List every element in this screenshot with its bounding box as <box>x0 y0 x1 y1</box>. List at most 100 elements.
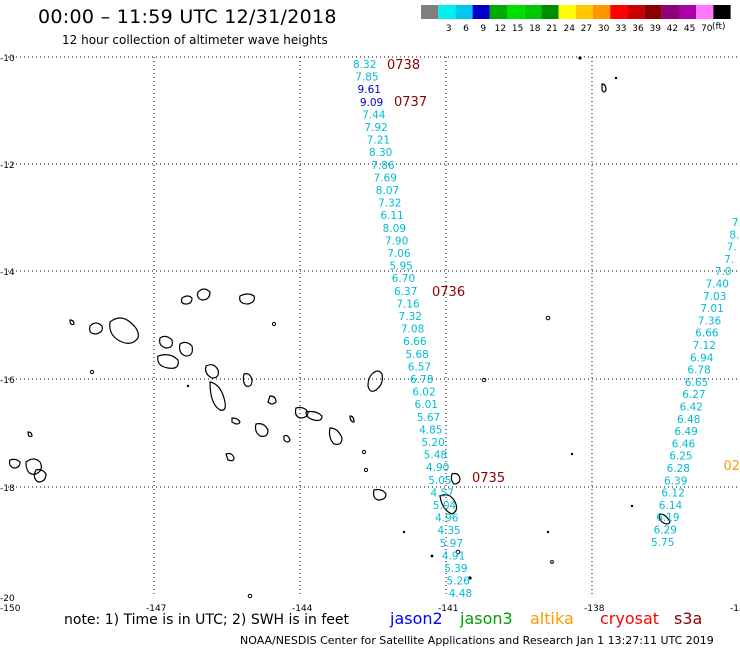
wave-height-value: 6.14 <box>659 500 683 512</box>
wave-height-value: 8.30 <box>369 147 392 159</box>
wave-height-value: 6.25 <box>669 451 692 463</box>
colorbar-swatch <box>472 5 490 19</box>
wave-height-value: 6.39 <box>664 475 687 487</box>
island <box>33 468 47 483</box>
island <box>254 423 269 437</box>
colorbar-swatch <box>627 5 645 19</box>
wave-height-value: 6.78 <box>687 365 710 377</box>
colorbar-tick-label: 24 <box>563 24 575 34</box>
wave-height-value: 6.66 <box>403 336 427 348</box>
wave-height-value: 6.28 <box>667 463 690 475</box>
latitude-label: -20 <box>0 594 15 604</box>
wave-height-value: 4.35 <box>437 525 460 537</box>
colorbar-tick-label: 9 <box>480 24 486 34</box>
wave-height-value: 8.07 <box>376 185 399 197</box>
colorbar-tick-label: 33 <box>615 24 626 34</box>
latitude-label: -12 <box>0 161 15 171</box>
colorbar-swatch <box>610 5 628 19</box>
colorbar-tick-label: 42 <box>667 24 678 34</box>
wave-height-value: 4.96 <box>435 513 459 525</box>
pass-time-labels: 0738 0737 0736 0735 02 <box>387 58 740 486</box>
colorbar-swatch <box>524 5 542 19</box>
island <box>25 458 42 475</box>
island <box>196 288 211 301</box>
islet <box>614 76 618 80</box>
latitude-label: -16 <box>0 376 15 386</box>
wave-height-value: 7. <box>732 217 740 229</box>
island <box>159 335 173 349</box>
island <box>231 417 241 425</box>
colorbar-tick-label: 45 <box>684 24 695 34</box>
wave-height-value: 5.95 <box>389 261 412 273</box>
wave-height-value: 6.66 <box>695 328 719 340</box>
islet <box>546 530 550 534</box>
colorbar-swatch <box>507 5 525 19</box>
islet <box>430 554 434 558</box>
colorbar-swatch <box>489 5 507 19</box>
wave-height-value: 7.40 <box>706 279 729 291</box>
wave-height-value: 5.05 <box>428 475 451 487</box>
longitude-label: -150 <box>0 604 21 614</box>
island <box>658 513 671 525</box>
wave-height-value: 5.67 <box>417 412 440 424</box>
wave-height-value: 4.85 <box>419 424 442 436</box>
wave-height-value: 9.09 <box>360 97 383 109</box>
wave-height-colorbar: 3 6 9 12 15 18 21 24 27 30 33 36 39 42 45 70 <box>421 5 731 34</box>
longitude-label: -147 <box>146 604 166 614</box>
islet <box>468 576 472 580</box>
wave-height-value: 8. <box>729 229 739 241</box>
island <box>367 370 383 392</box>
islet <box>550 560 554 564</box>
wave-height-value: 6.70 <box>392 273 415 285</box>
island <box>209 381 226 411</box>
pass-time-label: 0738 <box>387 58 420 73</box>
colorbar-swatch <box>593 5 611 19</box>
wave-height-value: 7.03 <box>703 291 726 303</box>
island <box>349 415 355 423</box>
wave-height-value: 7.85 <box>355 72 378 84</box>
wave-height-value: 4.57 <box>431 487 454 499</box>
islet <box>247 593 253 599</box>
wave-height-value: 6.27 <box>682 389 705 401</box>
colorbar-tick-label: 12 <box>495 24 506 34</box>
island <box>305 410 323 422</box>
pass-time-label: 0736 <box>432 285 465 300</box>
island <box>89 322 103 335</box>
island <box>372 488 387 501</box>
colorbar-tick-label: 6 <box>463 24 469 34</box>
wave-height-value: 4.90 <box>426 462 449 474</box>
island <box>239 293 255 305</box>
colorbar-tick-label: 36 <box>632 24 644 34</box>
longitude-label: -138 <box>584 604 605 614</box>
wave-height-value: 8.09 <box>383 223 406 235</box>
wave-height-value: 6.46 <box>672 438 696 450</box>
colorbar-swatch <box>644 5 662 19</box>
island <box>109 317 139 344</box>
colorbar-tick-label: 18 <box>529 24 541 34</box>
islet <box>545 315 551 321</box>
islet <box>402 530 406 534</box>
satellite-s3a: s3a <box>674 609 703 628</box>
wave-height-value: 6.48 <box>677 414 700 426</box>
longitude-label: -144 <box>292 604 313 614</box>
wave-height-value: 8.32 <box>353 59 376 71</box>
island <box>157 354 179 369</box>
colorbar-swatch <box>558 5 576 19</box>
colorbar-tick-label: 39 <box>649 24 661 34</box>
pass-time-label: 0737 <box>394 95 427 110</box>
island <box>242 373 253 387</box>
wave-height-value: 6.19 <box>656 512 679 524</box>
legend-unit: (ft) <box>712 22 726 32</box>
wave-height-value: 6.12 <box>661 488 684 500</box>
grid-lines <box>8 56 738 597</box>
colorbar-tick-label: 21 <box>546 24 557 34</box>
satellite-altika: altika <box>530 609 574 628</box>
map-subtitle: 12 hour collection of altimeter wave hei… <box>62 33 328 47</box>
islet <box>361 449 367 455</box>
colorbar-swatch <box>421 5 439 19</box>
colorbar-swatch <box>438 5 456 19</box>
pass-time-label: 02 <box>723 459 740 474</box>
wave-height-value: 6.29 <box>654 525 677 537</box>
wave-height-value: 7.86 <box>371 160 395 172</box>
wave-height-value: 5.20 <box>421 437 444 449</box>
